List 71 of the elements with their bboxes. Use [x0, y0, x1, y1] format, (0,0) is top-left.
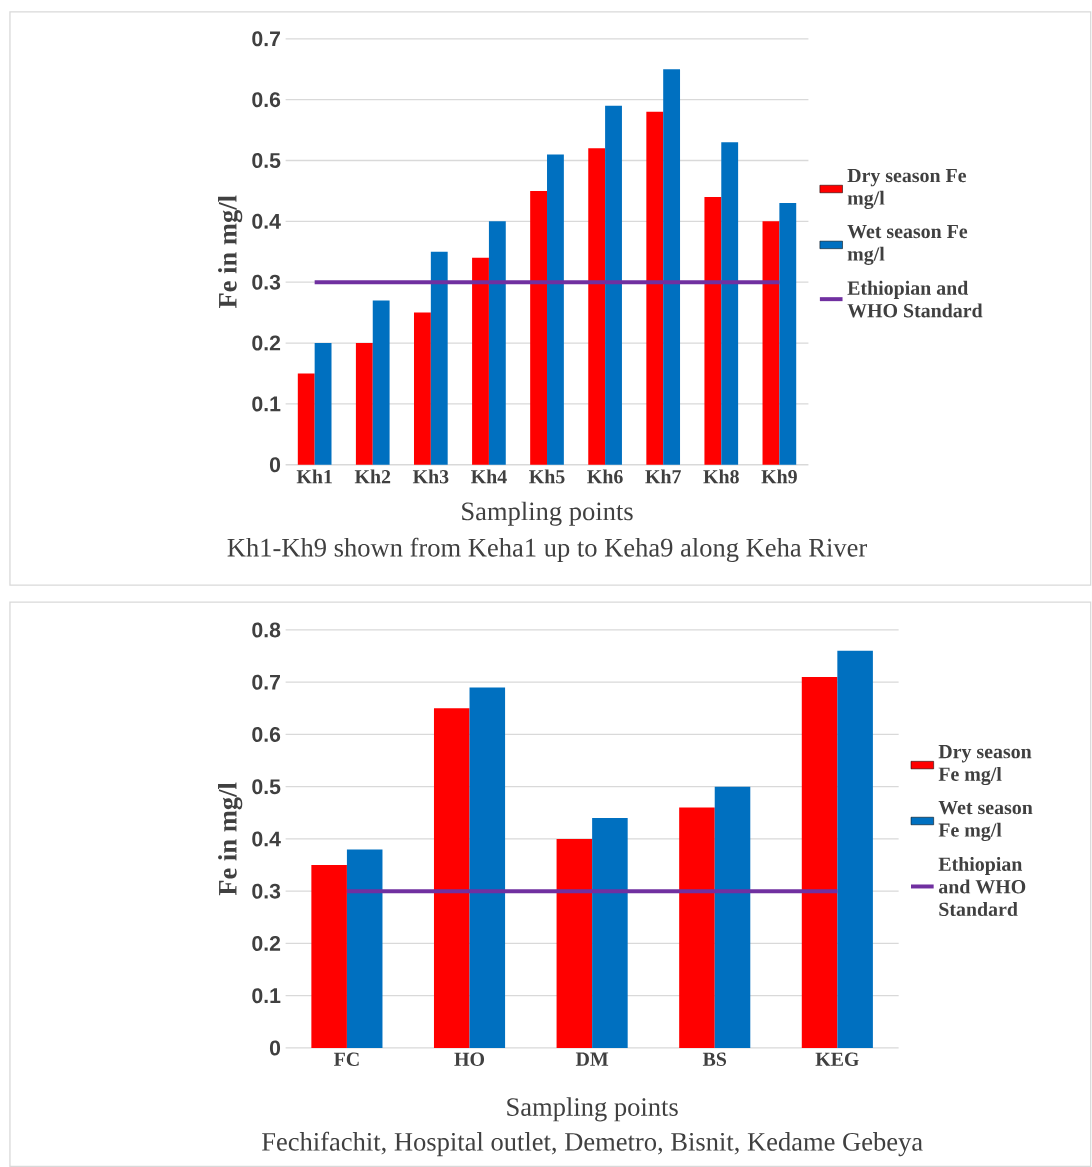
- bar: [347, 849, 383, 1048]
- bar: [779, 203, 797, 465]
- bar: [837, 650, 874, 1048]
- x-tick-label: Kh3: [413, 469, 449, 484]
- bar: [605, 105, 623, 465]
- bar: [472, 257, 490, 465]
- bar: [592, 818, 628, 1048]
- bar: [414, 312, 431, 465]
- x-axis-title: Sampling points: [462, 501, 633, 526]
- bar: [356, 343, 373, 465]
- y-tick-label: 0.6: [252, 92, 281, 108]
- bar: [679, 807, 715, 1048]
- bar: [646, 111, 664, 465]
- text: Fechifachit, Hospital outlet, Demetro, Bisnit, Kedame Gebeya: [262, 1131, 923, 1157]
- y-tick-label: 0.4: [252, 213, 281, 229]
- bar: [556, 838, 593, 1048]
- bar: [704, 197, 722, 465]
- bar: [297, 373, 315, 465]
- bar: [314, 343, 332, 465]
- legend-label: Ethiopian and WHO Standard: [938, 856, 1026, 917]
- y-tick-label: 0.5: [252, 779, 281, 795]
- bar: [430, 251, 448, 465]
- x-tick-label: Kh5: [529, 469, 565, 484]
- y-axis-title: Fe in mg/l: [218, 195, 243, 309]
- bar: [801, 676, 838, 1048]
- legend-label: Wet season Fe mg/l: [847, 224, 968, 265]
- x-tick-label: Kh8: [703, 469, 739, 484]
- y-axis-title: Fe in mg/l: [218, 782, 243, 896]
- x-tick-label: FC: [334, 1052, 359, 1066]
- text: Kh1-Kh9 shown from Keha1 up to Keha9 along Keha River: [227, 537, 868, 563]
- bar: [762, 221, 780, 465]
- y-tick-label: 0.7: [252, 31, 281, 47]
- x-axis-title: Sampling points: [507, 1097, 678, 1122]
- bar: [434, 708, 470, 1048]
- y-tick-label: 0: [270, 457, 281, 473]
- bar: [530, 190, 548, 465]
- x-tick-label: Kh4: [471, 469, 507, 484]
- y-tick-label: 0.7: [252, 674, 281, 690]
- y-tick-label: 0.2: [252, 935, 281, 951]
- bar: [372, 300, 390, 465]
- x-tick-label: DM: [576, 1052, 609, 1066]
- y-tick-label: 0.3: [252, 883, 281, 899]
- x-tick-label: Kh9: [761, 469, 798, 484]
- bar: [311, 865, 348, 1048]
- bar: [714, 786, 751, 1048]
- x-tick-label: KEG: [815, 1052, 860, 1066]
- x-tick-label: HO: [454, 1052, 485, 1066]
- y-tick-label: 0.1: [252, 988, 281, 1004]
- y-tick-label: 0: [270, 1040, 281, 1056]
- y-tick-label: 0.3: [252, 274, 281, 290]
- y-tick-label: 0.8: [252, 622, 281, 638]
- x-tick-label: Kh7: [645, 469, 682, 484]
- x-tick-label: Kh6: [587, 469, 623, 484]
- x-tick-label: BS: [703, 1052, 727, 1066]
- bar: [721, 142, 739, 465]
- x-tick-label: Kh2: [354, 469, 391, 484]
- y-tick-label: 0.6: [252, 726, 281, 742]
- bar: [663, 69, 681, 465]
- bar: [588, 148, 606, 465]
- legend-label: Ethiopian and WHO Standard: [847, 280, 983, 318]
- legend-label: Dry season Fe mg/l: [847, 169, 967, 209]
- legend-label: Wet season Fe mg/l: [938, 801, 1033, 841]
- bar: [469, 687, 506, 1048]
- legend-label: Dry season Fe mg/l: [938, 745, 1032, 786]
- y-tick-label: 0.5: [252, 152, 281, 169]
- y-tick-label: 0.4: [252, 831, 281, 847]
- y-tick-label: 0.2: [252, 335, 281, 351]
- x-tick-label: Kh1: [296, 469, 333, 484]
- bar: [547, 154, 564, 465]
- bar: [489, 221, 506, 465]
- y-tick-label: 0.1: [252, 396, 281, 412]
